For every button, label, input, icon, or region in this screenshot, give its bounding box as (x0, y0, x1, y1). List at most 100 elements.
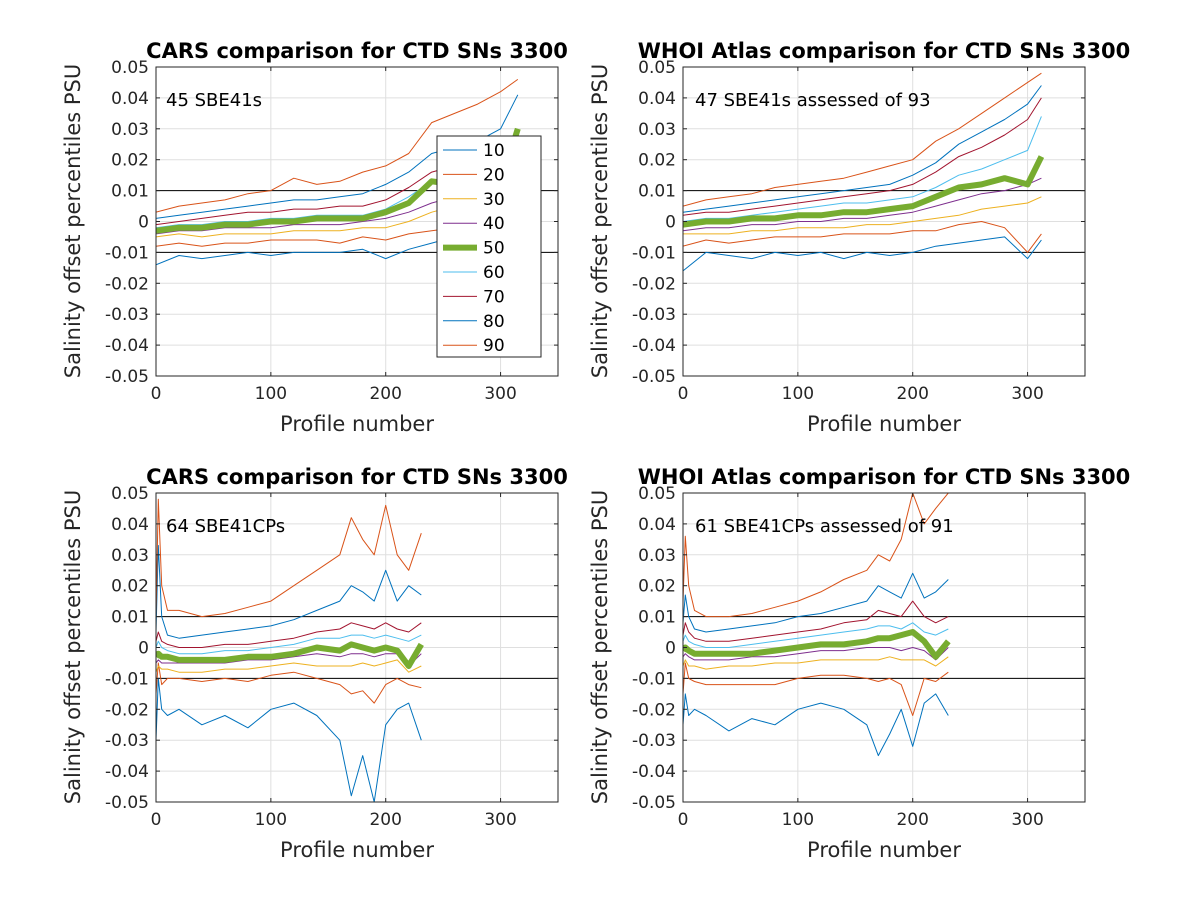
y-tick-label: 0.04 (111, 515, 149, 535)
y-tick-label: 0.04 (111, 89, 149, 109)
y-tick-label: -0.01 (632, 669, 676, 689)
series-line-90 (683, 72, 1042, 207)
chart-title: CARS comparison for CTD SNs 3300 (146, 465, 568, 489)
x-tick-label: 200 (369, 810, 401, 830)
series-line-90 (156, 78, 519, 213)
y-tick-label: -0.01 (105, 669, 149, 689)
x-tick-label: 100 (255, 810, 287, 830)
series-line-90 (683, 493, 949, 618)
y-tick-label: 0.02 (638, 577, 676, 597)
series-line-60 (683, 622, 949, 648)
series-line-40 (683, 647, 949, 661)
y-tick-label: 0.03 (111, 120, 149, 140)
y-tick-label: -0.02 (105, 274, 149, 294)
x-tick-label: 0 (151, 384, 162, 404)
series-line-30 (683, 656, 949, 670)
series-line-30 (683, 196, 1042, 235)
y-tick-label: 0.03 (111, 546, 149, 566)
x-axis-label: Profile number (807, 412, 961, 436)
y-tick-label: 0.01 (638, 182, 676, 202)
legend-label-50: 50 (483, 239, 505, 259)
x-tick-label: 200 (896, 810, 928, 830)
series-line-10 (683, 693, 949, 757)
x-tick-label: 0 (151, 810, 162, 830)
series-line-60 (683, 116, 1042, 222)
x-tick-label: 200 (896, 384, 928, 404)
y-tick-label: -0.03 (105, 731, 149, 751)
chart-panel-cars-sbe41cp: 0 100 200 300 -0.05 -0.04 -0.03 -0.02 -0.01 0 0.01… (61, 465, 568, 862)
y-tick-label: -0.02 (632, 700, 676, 720)
series-line-50 (683, 629, 951, 660)
y-tick-label: 0.01 (111, 608, 149, 628)
legend-label-80: 80 (483, 312, 505, 332)
y-tick-label: -0.04 (632, 336, 676, 356)
y-tick-label: 0.04 (638, 89, 676, 109)
legend-label-90: 90 (483, 336, 505, 356)
y-tick-label: -0.03 (632, 731, 676, 751)
series-lines (156, 498, 424, 802)
legend: 10 20 30 40 50 60 70 80 90 (436, 135, 542, 358)
x-axis-label: Profile number (280, 838, 434, 862)
y-tick-label: 0.02 (111, 577, 149, 597)
y-tick-label: 0.02 (111, 151, 149, 171)
y-tick-label: 0.04 (638, 515, 676, 535)
series-line-10 (156, 677, 422, 802)
y-tick-label: 0.03 (638, 546, 676, 566)
series-line-90 (156, 498, 422, 618)
y-tick-label: -0.04 (105, 762, 149, 782)
series-line-10 (683, 236, 1042, 272)
chart-title: WHOI Atlas comparison for CTD SNs 3300 (638, 39, 1131, 63)
y-tick-label: 0 (138, 639, 149, 659)
y-tick-label: 0.05 (638, 484, 676, 504)
legend-label-10: 10 (483, 141, 505, 161)
legend-label-40: 40 (483, 214, 505, 234)
float-count-annotation: 45 SBE41s (166, 90, 262, 111)
series-line-50 (683, 155, 1045, 228)
series-line-20 (156, 662, 422, 704)
x-axis-label: Profile number (280, 412, 434, 436)
series-line-80 (156, 545, 422, 639)
y-tick-label: 0.01 (111, 182, 149, 202)
series-line-70 (683, 600, 949, 642)
float-count-annotation: 64 SBE41CPs (166, 516, 285, 537)
y-tick-label: -0.03 (632, 305, 676, 325)
x-tick-label: 300 (484, 384, 516, 404)
y-tick-label: 0.05 (111, 484, 149, 504)
y-tick-label: 0.03 (638, 120, 676, 140)
series-line-80 (683, 572, 949, 633)
y-tick-label: -0.05 (632, 367, 676, 387)
y-tick-label: -0.01 (105, 243, 149, 263)
series-line-30 (156, 659, 422, 673)
series-lines (683, 493, 951, 757)
chart-title: WHOI Atlas comparison for CTD SNs 3300 (638, 465, 1131, 489)
legend-label-60: 60 (483, 263, 505, 283)
y-axis-label: Salinity offset percentiles PSU (61, 490, 85, 804)
series-line-20 (683, 662, 949, 716)
x-axis-label: Profile number (807, 838, 961, 862)
y-tick-label: 0.05 (638, 58, 676, 78)
y-tick-label: 0 (138, 213, 149, 233)
legend-label-20: 20 (483, 165, 505, 185)
x-tick-label: 100 (255, 384, 287, 404)
y-tick-label: -0.04 (105, 336, 149, 356)
x-tick-label: 100 (782, 384, 814, 404)
y-tick-label: -0.05 (105, 367, 149, 387)
y-tick-label: -0.05 (632, 793, 676, 813)
legend-label-70: 70 (483, 287, 505, 307)
y-tick-label: -0.03 (105, 305, 149, 325)
y-axis-label: Salinity offset percentiles PSU (588, 490, 612, 804)
legend-label-30: 30 (483, 190, 505, 210)
series-line-70 (156, 622, 422, 648)
chart-panel-whoi-sbe41cp: 0 100 200 300 -0.05 -0.04 -0.03 -0.02 -0.01 0 0.01… (588, 465, 1130, 862)
y-tick-label: -0.02 (632, 274, 676, 294)
series-line-50 (156, 641, 424, 669)
series-line-20 (683, 221, 1042, 253)
y-tick-label: -0.02 (105, 700, 149, 720)
y-tick-label: 0 (665, 639, 676, 659)
x-tick-label: 0 (678, 810, 689, 830)
y-axis-label: Salinity offset percentiles PSU (588, 64, 612, 378)
y-tick-label: -0.01 (632, 243, 676, 263)
y-tick-label: 0.05 (111, 58, 149, 78)
x-tick-label: 200 (369, 384, 401, 404)
